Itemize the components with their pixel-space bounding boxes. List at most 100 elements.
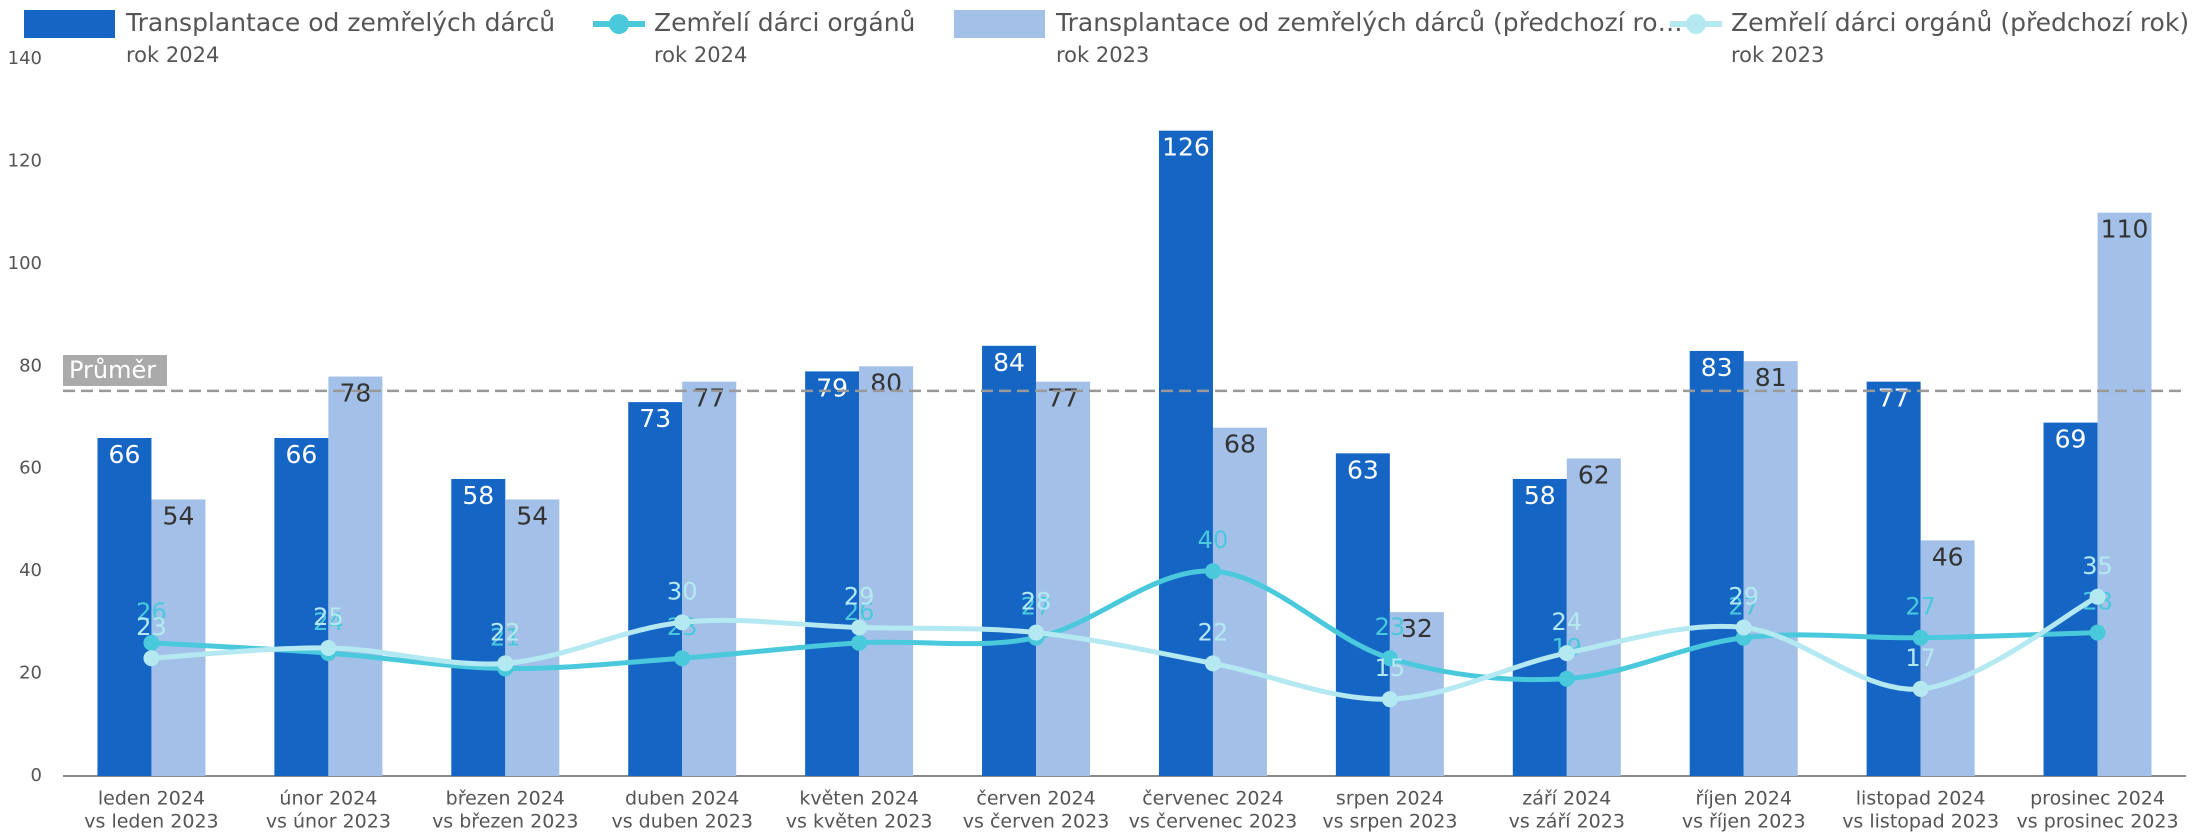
x-tick-label: prosinec 2024 <box>2030 788 2165 810</box>
line-point <box>1381 650 1398 667</box>
legend-label: Zemřelí dárci orgánů <box>654 8 915 37</box>
x-tick-label: vs duben 2023 <box>611 811 752 832</box>
line-point <box>1558 670 1575 687</box>
legend-swatch <box>24 10 115 38</box>
line-label: 28 <box>1021 588 1052 616</box>
x-tick-label: únor 2024 <box>279 788 377 810</box>
y-tick-label: 0 <box>31 765 42 786</box>
line-label: 27 <box>1905 593 1936 621</box>
line <box>151 594 2099 702</box>
bar-label: 54 <box>163 501 195 530</box>
line-point <box>851 634 868 651</box>
line-point <box>674 650 691 667</box>
y-tick-label: 40 <box>19 560 42 581</box>
legend-period: rok 2024 <box>654 43 747 67</box>
x-tick-label: vs červen 2023 <box>963 811 1110 832</box>
legend-period: rok 2024 <box>126 43 219 67</box>
bar-label: 126 <box>1162 133 1210 162</box>
bar-label: 58 <box>462 481 494 510</box>
average-label: Průměr <box>69 356 156 384</box>
line-label: 23 <box>1375 613 1406 641</box>
line-point <box>143 650 160 667</box>
line-point <box>1028 624 1045 641</box>
legend-period: rok 2023 <box>1056 43 1149 67</box>
bar-label: 66 <box>109 440 141 469</box>
line-label: 27 <box>1728 593 1759 621</box>
line-label: 30 <box>667 577 698 605</box>
x-tick-label: květen 2024 <box>799 788 919 810</box>
line-label: 22 <box>490 618 521 646</box>
bar <box>805 371 860 776</box>
bar <box>328 376 383 776</box>
y-tick-label: 80 <box>19 355 42 376</box>
bar-label: 32 <box>1401 614 1433 643</box>
legend-label: Transplantace od zemřelých dárců (předch… <box>1055 8 1683 37</box>
x-tick-label: červen 2024 <box>976 788 1095 810</box>
bar-label: 66 <box>285 440 317 469</box>
line-label: 24 <box>313 608 344 636</box>
line-point <box>2089 588 2106 605</box>
bar-label: 62 <box>1578 460 1610 489</box>
line-point <box>1558 645 1575 662</box>
x-tick-label: vs březen 2023 <box>432 811 578 832</box>
line-label: 23 <box>136 613 167 641</box>
x-tick-label: vs listopad 2023 <box>1842 811 1999 832</box>
bar-label: 77 <box>1047 384 1079 413</box>
bar <box>682 381 737 776</box>
bar <box>1920 540 1975 776</box>
bar <box>1866 381 1921 776</box>
y-tick-label: 120 <box>8 150 42 171</box>
line-point <box>674 614 691 631</box>
bar <box>1335 453 1390 776</box>
bar-label: 110 <box>2101 215 2149 244</box>
x-tick-label: říjen 2024 <box>1695 788 1792 810</box>
x-tick-label: duben 2024 <box>625 788 739 810</box>
bar <box>1743 361 1798 776</box>
legend-label: Zemřelí dárci orgánů (předchozí rok) <box>1731 8 2189 37</box>
bar-label: 81 <box>1755 363 1787 392</box>
legend-swatch <box>954 10 1045 38</box>
line-label: 24 <box>1552 608 1583 636</box>
line-label: 15 <box>1375 654 1406 682</box>
bar <box>1158 130 1213 776</box>
line-point <box>1735 619 1752 636</box>
bar <box>1212 427 1267 776</box>
bar-label: 58 <box>1524 481 1556 510</box>
line-label: 27 <box>1021 593 1052 621</box>
bar-label: 83 <box>1701 353 1733 382</box>
x-tick-label: vs červenec 2023 <box>1129 811 1298 832</box>
y-tick-label: 20 <box>19 663 42 684</box>
bar-label: 78 <box>339 379 371 408</box>
x-tick-label: listopad 2024 <box>1856 788 1986 810</box>
line-label: 22 <box>1198 618 1229 646</box>
line-point <box>1381 691 1398 708</box>
bar <box>274 437 329 776</box>
bar <box>859 366 914 776</box>
bar-label: 80 <box>870 368 902 397</box>
line-label: 25 <box>313 603 344 631</box>
bar-label: 69 <box>2055 425 2087 454</box>
line-point <box>497 655 514 672</box>
line-point <box>851 619 868 636</box>
x-tick-label: vs září 2023 <box>1509 811 1625 832</box>
line-point <box>1912 680 1929 697</box>
line-point <box>2089 624 2106 641</box>
bar <box>1512 478 1567 776</box>
line-point <box>1204 563 1221 580</box>
line <box>151 568 2098 683</box>
bar-label: 68 <box>1224 430 1256 459</box>
legend-period: rok 2023 <box>1731 43 1824 67</box>
bar-label: 73 <box>639 404 671 433</box>
x-tick-label: červenec 2024 <box>1142 788 1283 810</box>
bar-label: 79 <box>816 373 848 402</box>
x-tick-label: leden 2024 <box>98 788 205 810</box>
line-label: 17 <box>1905 644 1936 672</box>
bar-label: 77 <box>693 384 725 413</box>
x-tick-label: březen 2024 <box>446 788 565 810</box>
y-tick-label: 100 <box>8 253 42 274</box>
bar <box>97 437 152 776</box>
line-label: 29 <box>1728 582 1759 610</box>
bar-label: 77 <box>1878 384 1910 413</box>
x-tick-label: vs leden 2023 <box>84 811 218 832</box>
